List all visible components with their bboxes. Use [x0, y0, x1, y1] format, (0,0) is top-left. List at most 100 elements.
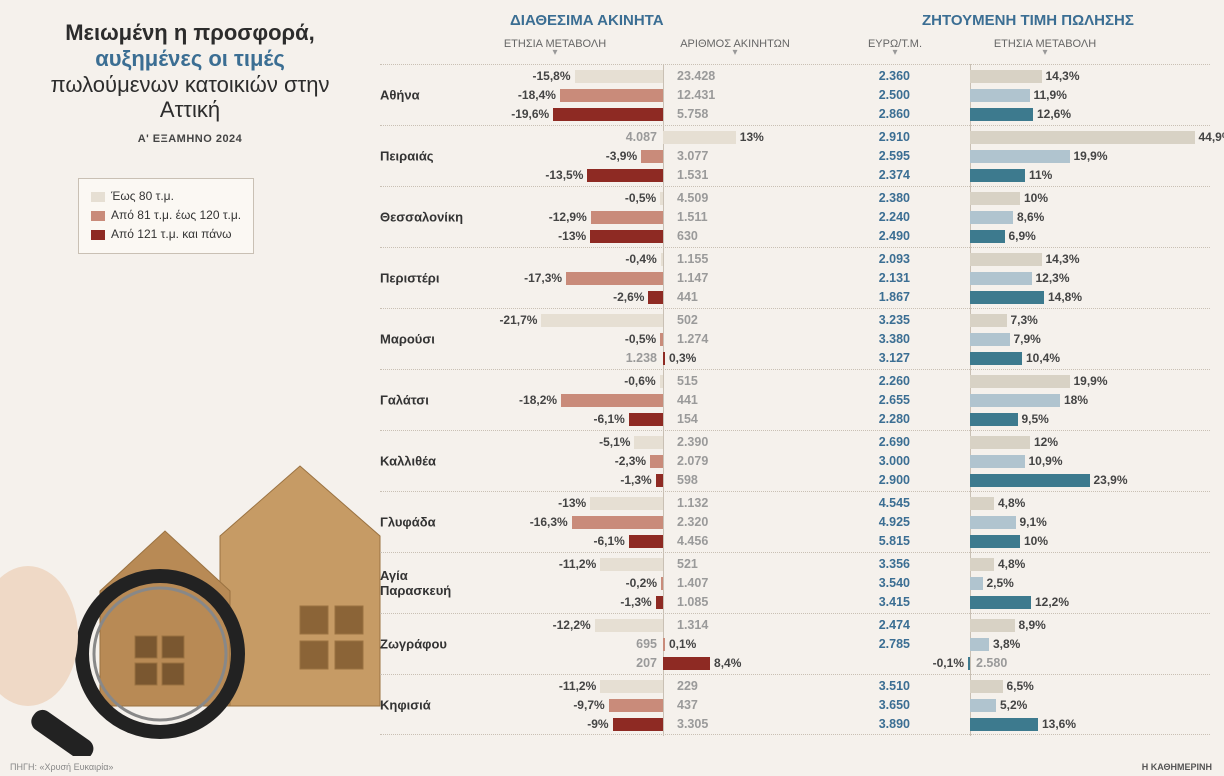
euro-per-sqm: 2.500	[820, 86, 910, 105]
property-count: 5.758	[677, 105, 708, 124]
price-value: 19,9%	[1074, 372, 1108, 391]
price-bar	[970, 535, 1020, 548]
avail-value: -12,2%	[553, 616, 591, 635]
price-bar	[970, 272, 1032, 285]
data-row: -0,2%1.4073.5402,5%	[380, 574, 1210, 593]
price-value: 14,8%	[1048, 288, 1082, 307]
euro-per-sqm: 3.510	[820, 677, 910, 696]
avail-bar	[595, 619, 663, 632]
avail-bar	[572, 516, 663, 529]
legend-box: Έως 80 τ.μ.Από 81 τ.μ. έως 120 τ.μ.Από 1…	[78, 178, 254, 254]
euro-per-sqm: 1.867	[820, 288, 910, 307]
avail-bar	[590, 497, 663, 510]
avail-bar	[561, 394, 663, 407]
price-value: 14,3%	[1046, 67, 1080, 86]
legend-item: Από 121 τ.μ. και πάνω	[91, 225, 241, 244]
data-row: -5,1%2.3902.69012%	[380, 433, 1210, 452]
price-value: 12,3%	[1036, 269, 1070, 288]
avail-bar	[660, 192, 663, 205]
price-bar	[970, 230, 1005, 243]
data-row: -0,6%5152.26019,9%	[380, 372, 1210, 391]
euro-per-sqm: 3.415	[820, 593, 910, 612]
euro-per-sqm: 3.356	[820, 555, 910, 574]
euro-per-sqm: 5.815	[820, 532, 910, 551]
section-prices-title: ΖΗΤΟΥΜΕΝΗ ΤΙΜΗ ΠΩΛΗΣΗΣ	[922, 12, 1134, 29]
decorative-illustration	[0, 406, 400, 756]
data-row: -12,9%1.5112.2408,6%	[380, 208, 1210, 227]
avail-bar	[629, 413, 663, 426]
city-block: Θεσσαλονίκη-0,5%4.5092.38010%-12,9%1.511…	[380, 186, 1210, 247]
avail-bar	[660, 333, 663, 346]
property-count: 695	[636, 635, 657, 654]
property-count: 3.305	[677, 715, 708, 734]
property-count: 1.511	[677, 208, 708, 227]
avail-value: -18,4%	[518, 86, 556, 105]
price-value: 6,5%	[1007, 677, 1034, 696]
avail-bar	[613, 718, 663, 731]
price-value: 11%	[1029, 166, 1052, 185]
avail-bar	[634, 436, 663, 449]
data-row: -16,3%2.3204.9259,1%	[380, 513, 1210, 532]
price-bar	[970, 558, 994, 571]
legend-label: Έως 80 τ.μ.	[111, 187, 174, 206]
avail-value: -2,6%	[613, 288, 644, 307]
price-bar	[970, 455, 1025, 468]
price-bar	[970, 352, 1022, 365]
avail-value: -9,7%	[573, 696, 604, 715]
avail-value: -0,5%	[625, 189, 656, 208]
euro-per-sqm: 2.785	[820, 635, 910, 654]
euro-per-sqm: 2.595	[820, 147, 910, 166]
price-bar	[970, 516, 1016, 529]
headline-line2: αυξημένες οι τιμές	[30, 46, 350, 72]
data-row: -9,7%4373.6505,2%	[380, 696, 1210, 715]
property-count: 2.390	[677, 433, 708, 452]
avail-bar	[629, 535, 663, 548]
price-value: 13,6%	[1042, 715, 1076, 734]
property-count: 1.147	[677, 269, 708, 288]
price-bar	[970, 413, 1018, 426]
avail-bar	[541, 314, 663, 327]
price-value: 10,4%	[1026, 349, 1060, 368]
city-block: Ζωγράφου-12,2%1.3142.4748,9%0,1%6952.785…	[380, 613, 1210, 674]
property-count: 2.320	[677, 513, 708, 532]
avail-value: -6,1%	[593, 532, 624, 551]
publisher-credit: Η ΚΑΘΗΜΕΡΙΝΗ	[1142, 762, 1212, 772]
price-value: 9,1%	[1020, 513, 1047, 532]
avail-value: 0,3%	[669, 349, 696, 368]
euro-per-sqm: 2.655	[820, 391, 910, 410]
property-count: 521	[677, 555, 698, 574]
avail-value: -11,2%	[559, 677, 596, 696]
price-value: 11,9%	[1034, 86, 1067, 105]
property-count: 1.314	[677, 616, 708, 635]
price-value: 9,5%	[1022, 410, 1049, 429]
euro-per-sqm: 2.910	[820, 128, 910, 147]
city-block: Περιστέρι-0,4%1.1552.09314,3%-17,3%1.147…	[380, 247, 1210, 308]
price-bar	[970, 150, 1070, 163]
data-row: -0,5%4.5092.38010%	[380, 189, 1210, 208]
sub-count: ΑΡΙΘΜΟΣ ΑΚΙΝΗΤΩΝ▾	[670, 38, 800, 55]
property-count: 1.531	[677, 166, 708, 185]
avail-value: -5,1%	[599, 433, 630, 452]
price-bar	[968, 657, 970, 670]
price-bar	[970, 436, 1030, 449]
avail-bar	[641, 150, 663, 163]
price-value: 6,9%	[1009, 227, 1036, 246]
avail-value: -15,8%	[532, 67, 570, 86]
sub-price: ΕΤΗΣΙΑ ΜΕΤΑΒΟΛΗ▾	[980, 38, 1110, 55]
euro-per-sqm: 3.540	[820, 574, 910, 593]
legend-swatch	[91, 211, 105, 221]
property-count: 1.274	[677, 330, 708, 349]
price-bar	[970, 131, 1195, 144]
euro-per-sqm: 3.127	[820, 349, 910, 368]
data-row: -2,3%2.0793.00010,9%	[380, 452, 1210, 471]
property-count: 502	[677, 311, 698, 330]
avail-value: 8,4%	[714, 654, 741, 673]
avail-value: -2,3%	[615, 452, 646, 471]
price-bar	[970, 474, 1090, 487]
price-bar	[970, 211, 1013, 224]
avail-bar	[590, 230, 663, 243]
price-value: 3,8%	[993, 635, 1020, 654]
avail-bar	[661, 253, 663, 266]
section-availables-title: ΔΙΑΘΕΣΙΜΑ ΑΚΙΝΗΤΑ	[510, 12, 664, 29]
euro-per-sqm: 2.380	[820, 189, 910, 208]
